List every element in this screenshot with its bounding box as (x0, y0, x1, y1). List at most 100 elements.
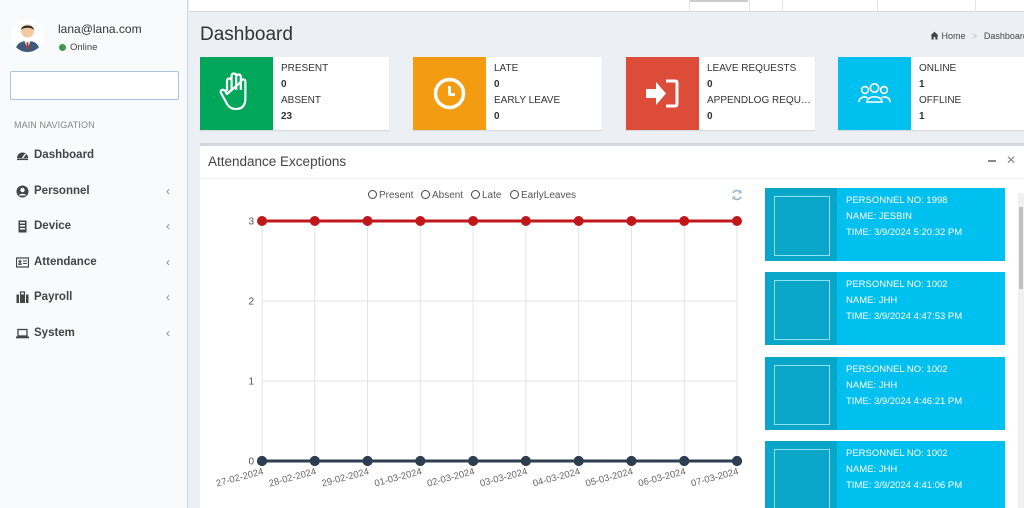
hand-icon (219, 72, 247, 111)
scrollbar-thumb[interactable] (1019, 207, 1023, 289)
refresh-icon[interactable] (730, 188, 744, 202)
attendance-exceptions-panel: Attendance Exceptions ✕ Present Absent L… (200, 143, 1024, 508)
x-tick-label: 28-02-2024 (268, 466, 318, 489)
attendance-card[interactable]: PERSONNEL NO: 1002 NAME: JHH TIME: 3/9/2… (765, 357, 1005, 430)
navbar-divider (877, 0, 878, 12)
online-label: ONLINE (919, 63, 957, 74)
appendlog-requests-label: APPENDLOG REQUESTS (707, 95, 811, 106)
x-tick-label: 29-02-2024 (321, 466, 371, 489)
y-tick-label: 1 (248, 377, 254, 388)
user-email: lana@lana.com (58, 22, 142, 36)
sidebar-item-personnel[interactable]: Personnel ‹ (0, 177, 188, 207)
legend-label: Present (379, 190, 414, 201)
data-point-earlyleaves (573, 456, 584, 466)
x-tick-label: 05-03-2024 (584, 466, 634, 489)
present-label: PRESENT (281, 63, 329, 74)
legend-item-late[interactable]: Late (471, 190, 501, 201)
early-leave-label: EARLY LEAVE (494, 95, 561, 106)
attendance-card[interactable]: PERSONNEL NO: 1002 NAME: JHH TIME: 3/9/2… (765, 272, 1005, 345)
sidebar-item-label: Personnel (34, 185, 90, 197)
x-tick-label: 27-02-2024 (215, 466, 265, 489)
user-circle-icon (16, 185, 29, 198)
legend-item-absent[interactable]: Absent (421, 190, 463, 201)
legend-item-earlyleaves[interactable]: EarlyLeaves (510, 190, 576, 201)
data-point-absent (520, 216, 531, 226)
navbar-divider (782, 0, 783, 12)
online-count: 1 (919, 79, 925, 90)
info-box-icon-area (200, 57, 273, 130)
sidebar-item-label: Device (34, 220, 72, 232)
sidebar-item-payroll[interactable]: Payroll ‹ (0, 283, 188, 313)
x-tick-label: 06-03-2024 (637, 466, 687, 489)
navbar-divider (689, 0, 690, 12)
attendance-line-chart: 0 1 2 3 27-02-2024 28-02-2024 29-02-2024 01-03-… (215, 216, 742, 489)
data-point-absent (732, 216, 742, 226)
legend-label: Absent (432, 190, 464, 201)
legend-label: EarlyLeaves (521, 190, 577, 201)
info-box-icon-area (626, 57, 699, 130)
chevron-left-icon: ‹ (166, 290, 170, 304)
legend-item-present[interactable]: Present (368, 190, 413, 201)
minimize-icon[interactable] (988, 160, 996, 162)
sidebar-item-system[interactable]: System ‹ (0, 319, 188, 349)
absent-label: ABSENT (281, 95, 322, 106)
late-count: 0 (494, 79, 500, 90)
personnel-name: NAME: JHH (846, 464, 898, 475)
sidebar-item-dashboard[interactable]: Dashboard (0, 141, 188, 171)
early-leave-count: 0 (494, 111, 500, 122)
personnel-photo (774, 449, 830, 508)
navbar-divider (749, 0, 750, 12)
personnel-number: PERSONNEL NO: 1998 (846, 195, 948, 206)
nav-header: MAIN NAVIGATION (14, 120, 95, 130)
legend-circle-icon (421, 190, 430, 199)
punch-time: TIME: 3/9/2024 4:41:06 PM (846, 480, 963, 491)
data-point-absent (257, 216, 267, 226)
personnel-name: NAME: JESBIN (846, 211, 912, 222)
navbar-item[interactable] (690, 0, 748, 2)
data-point-earlyleaves (468, 456, 479, 466)
briefcase-icon (16, 291, 29, 303)
top-navbar (189, 0, 1024, 12)
personnel-number: PERSONNEL NO: 1002 (846, 448, 948, 459)
data-point-absent (573, 216, 584, 226)
data-point-absent (626, 216, 637, 226)
offline-label: OFFLINE (919, 95, 962, 106)
breadcrumb: Home > Dashboard (930, 31, 1024, 42)
dashboard-icon (17, 152, 28, 161)
home-icon (930, 31, 939, 42)
data-point-absent (679, 216, 690, 226)
y-tick-label: 2 (248, 297, 254, 308)
close-icon[interactable]: ✕ (1006, 153, 1017, 167)
attendance-card[interactable]: PERSONNEL NO: 1002 NAME: JHH TIME: 3/9/2… (765, 441, 1005, 508)
data-point-absent (468, 216, 479, 226)
leave-requests-count: 0 (707, 79, 713, 90)
sidebar-item-device[interactable]: Device ‹ (0, 212, 188, 242)
chevron-left-icon: ‹ (166, 255, 170, 269)
breadcrumb-home-link[interactable]: Home (941, 31, 966, 41)
absent-count: 23 (281, 111, 293, 122)
attendance-card[interactable]: PERSONNEL NO: 1998 NAME: JESBIN TIME: 3/… (765, 188, 1005, 261)
search-input[interactable] (10, 71, 179, 100)
online-status-icon (59, 44, 66, 51)
personnel-number: PERSONNEL NO: 1002 (846, 364, 948, 375)
punch-time: TIME: 3/9/2024 4:47:53 PM (846, 311, 963, 322)
sidebar-item-attendance[interactable]: Attendance ‹ (0, 248, 188, 278)
data-point-absent (362, 216, 373, 226)
avatar (11, 19, 44, 52)
x-tick-label: 01-03-2024 (373, 466, 423, 489)
x-tick-label: 02-03-2024 (426, 466, 476, 489)
sign-in-icon (646, 79, 679, 108)
present-count: 0 (281, 79, 287, 90)
cards-scrollbar[interactable] (1018, 193, 1024, 508)
x-tick-label: 07-03-2024 (690, 466, 740, 489)
personnel-photo (774, 280, 830, 340)
legend-label: Late (482, 190, 502, 201)
legend-circle-icon (471, 190, 480, 199)
punch-time: TIME: 3/9/2024 5:20:32 PM (846, 227, 963, 238)
sidebar-item-label: Dashboard (34, 149, 95, 161)
breadcrumb-separator: > (972, 31, 978, 41)
clock-icon (433, 77, 466, 110)
info-box-requests: LEAVE REQUESTS 0 APPENDLOG REQUESTS 0 (626, 57, 815, 130)
user-panel: lana@lana.com Online (0, 0, 188, 62)
users-icon (858, 82, 891, 103)
